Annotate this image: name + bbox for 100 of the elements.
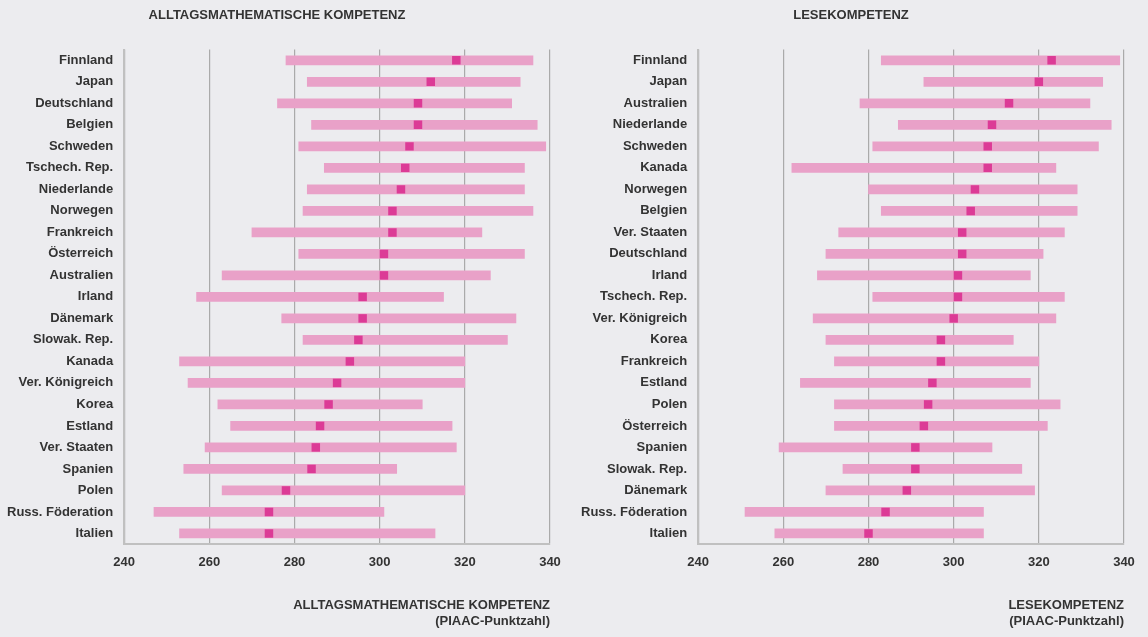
bar (774, 528, 984, 539)
bar (323, 163, 525, 173)
point (358, 314, 367, 323)
bar (868, 184, 1078, 195)
point (396, 185, 406, 194)
point (324, 400, 333, 409)
y-tick-label: Österreich (622, 417, 688, 433)
y-tick-label: Italien (75, 525, 114, 541)
y-tick-label: Norwegen (624, 180, 688, 196)
bar (281, 313, 517, 324)
y-tick-label: Dänemark (50, 309, 114, 325)
x-tick-label: 320 (453, 553, 476, 569)
bar (872, 292, 1065, 302)
y-tick-label: Russ. Föderation (6, 503, 114, 519)
y-tick-label: Norwegen (50, 202, 114, 218)
y-tick-label: Australien (49, 266, 114, 282)
x-tick-label: 300 (942, 553, 965, 569)
point (307, 464, 316, 474)
y-tick-label: Finnland (633, 51, 688, 67)
bar (897, 120, 1112, 130)
chart-title: ALLTAGSMATHEMATISCHE KOMPETENZ (148, 7, 406, 23)
bar (230, 421, 453, 431)
point (983, 142, 992, 151)
point (902, 486, 912, 495)
point (379, 271, 389, 280)
bar (204, 442, 457, 453)
y-tick-label: Niederlande (612, 116, 688, 132)
bar (187, 378, 466, 388)
bar (834, 356, 1040, 367)
point (452, 56, 461, 65)
point (949, 314, 958, 323)
point (923, 400, 933, 409)
point (405, 142, 414, 151)
bar (302, 206, 534, 216)
y-tick-label: Japan (75, 73, 114, 89)
bar (791, 163, 1057, 173)
y-tick-label: Korea (76, 396, 114, 411)
bar (179, 528, 436, 539)
y-tick-label: Dänemark (624, 482, 688, 498)
x-tick-label: 240 (113, 553, 136, 569)
point (864, 529, 873, 538)
bar (298, 141, 547, 152)
y-tick-label: Tschech. Rep. (599, 288, 688, 304)
chart-title: LESEKOMPETENZ (793, 7, 909, 23)
x-axis-title: ALLTAGSMATHEMATISCHE KOMPETENZ (PIAAC-Punktzahl) (293, 597, 551, 628)
y-tick-label: Deutschland (35, 94, 114, 110)
bar (311, 120, 538, 130)
point (1047, 56, 1056, 65)
bar (298, 249, 525, 259)
point (358, 292, 367, 302)
x-tick-label: 280 (857, 553, 880, 569)
point (957, 228, 967, 237)
bar (838, 227, 1065, 238)
point (413, 99, 423, 108)
y-tick-label: Tschech. Rep. (25, 159, 114, 175)
bar (221, 270, 491, 281)
point (354, 335, 363, 345)
bar (872, 141, 1099, 152)
point (388, 228, 397, 237)
point (345, 357, 355, 366)
y-tick-label: Irland (651, 266, 688, 282)
y-tick-label: Frankreich (46, 223, 114, 239)
y-tick-label: Niederlande (38, 180, 114, 196)
y-tick-label: Ver. Staaten (39, 439, 114, 455)
y-tick-label: Ver. Staaten (613, 223, 688, 239)
point (928, 378, 937, 388)
bar (306, 184, 525, 195)
point (983, 163, 992, 173)
bar (842, 464, 1023, 474)
y-tick-label: Kanada (640, 159, 688, 175)
point (281, 486, 291, 495)
bar (859, 98, 1091, 109)
point (911, 443, 920, 452)
y-tick-label: Irland (77, 288, 114, 304)
point (1004, 99, 1014, 108)
x-tick-label: 340 (1113, 553, 1135, 569)
bar (277, 98, 513, 109)
point (264, 529, 274, 538)
bar (812, 313, 1057, 324)
point (970, 185, 980, 194)
bar (923, 77, 1104, 87)
y-tick-label: Polen (651, 396, 688, 411)
y-tick-label: Australien (623, 94, 688, 110)
y-tick-label: Polen (77, 482, 114, 498)
bar (800, 378, 1031, 388)
y-tick-label: Spanien (636, 439, 688, 455)
y-tick-label: Korea (650, 331, 688, 347)
x-axis-title: LESEKOMPETENZ (PIAAC-Punktzahl) (1008, 597, 1125, 628)
bar (817, 270, 1031, 281)
point (911, 464, 920, 474)
y-tick-label: Russ. Föderation (580, 503, 688, 519)
y-tick-label: Italien (649, 525, 688, 541)
bar (744, 507, 984, 517)
x-tick-label: 280 (283, 553, 306, 569)
x-tick-label: 260 (772, 553, 795, 569)
point (953, 271, 963, 280)
y-tick-label: Schweden (48, 137, 114, 153)
y-tick-label: Schweden (622, 137, 688, 153)
y-tick-label: Finnland (59, 51, 114, 67)
bar (306, 77, 521, 87)
